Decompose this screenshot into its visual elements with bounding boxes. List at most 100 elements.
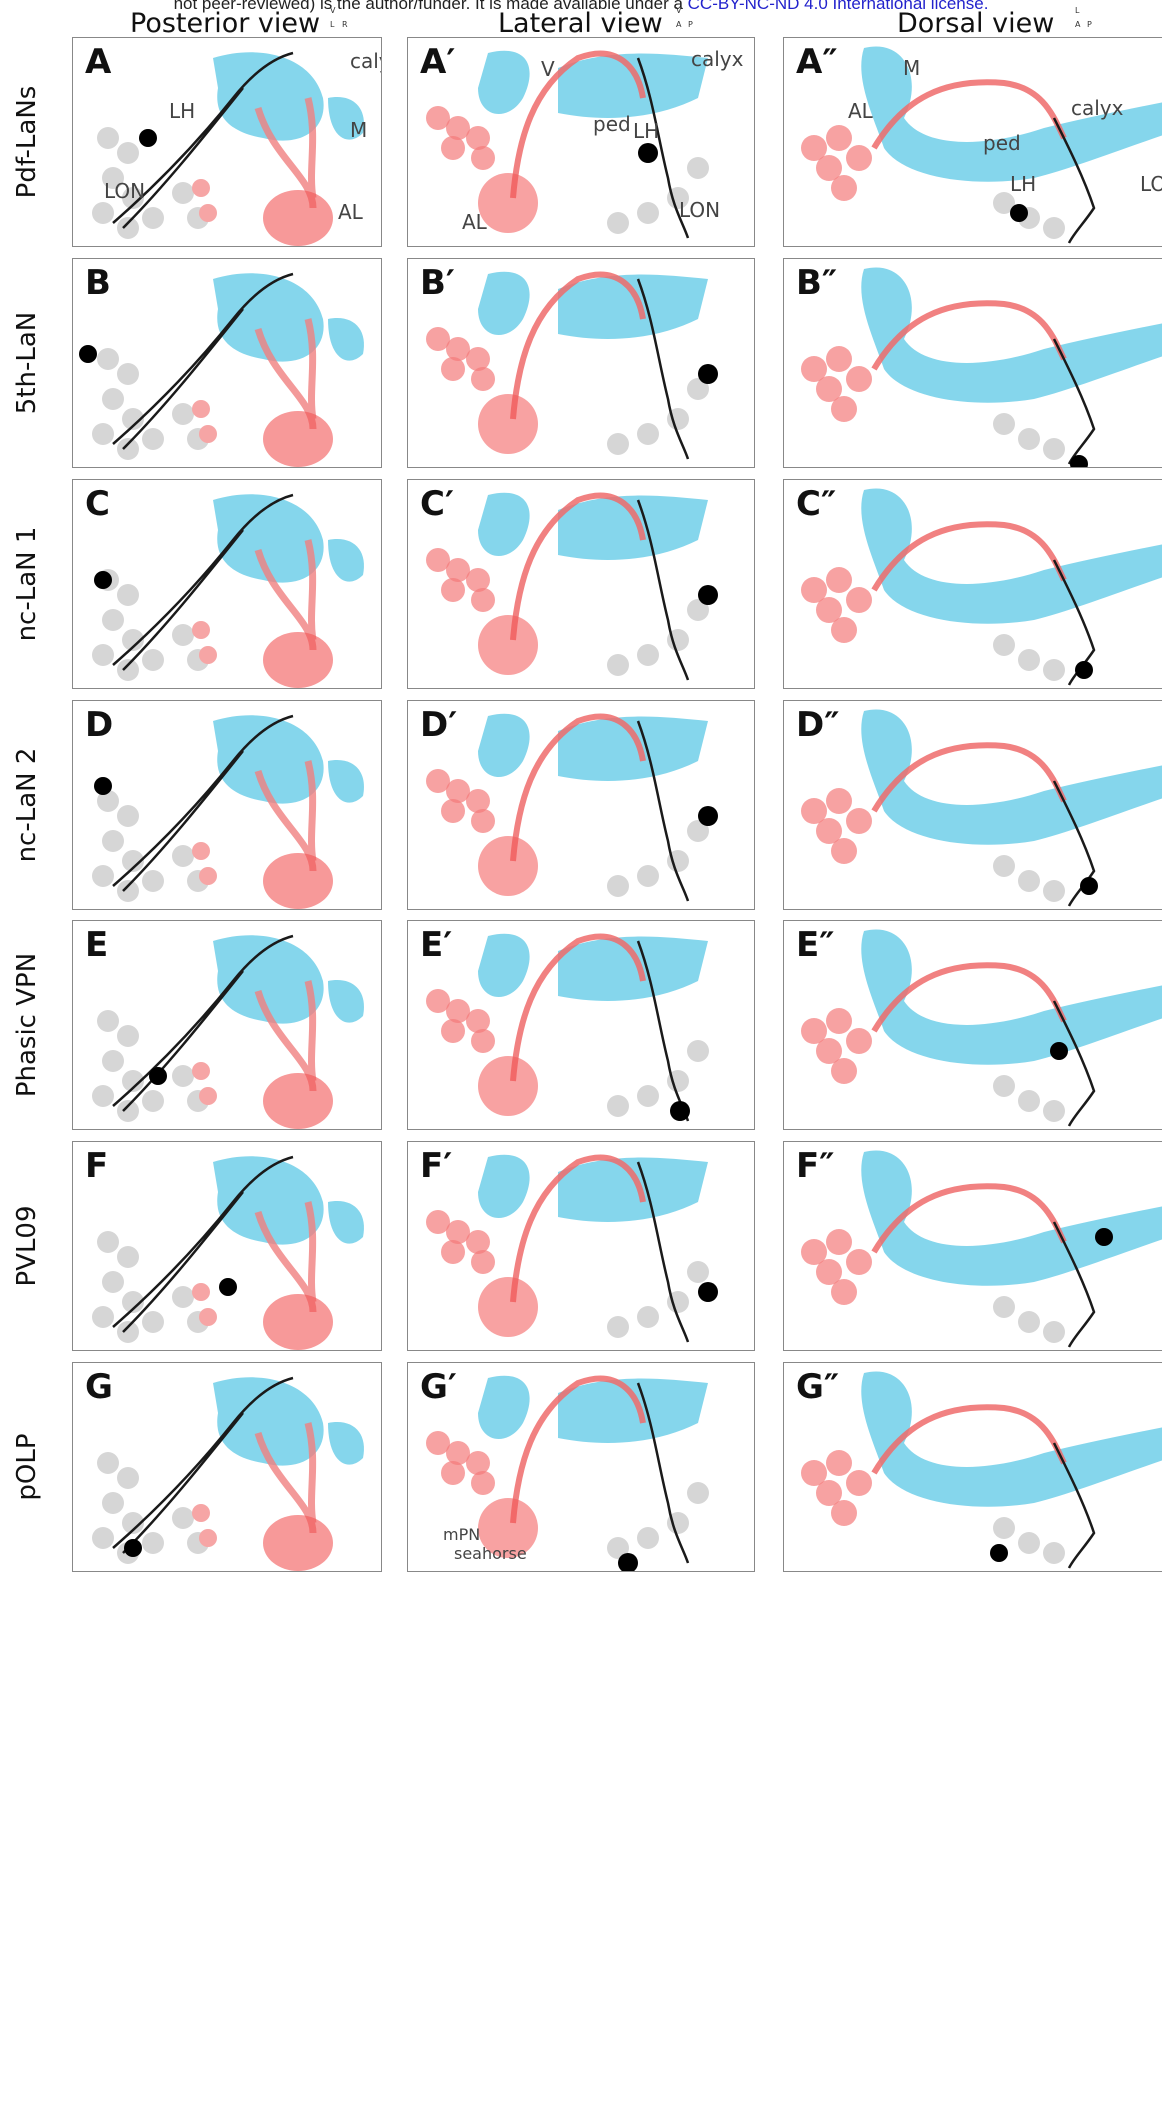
m-region [328, 1422, 364, 1465]
panel-letter: G [85, 1367, 113, 1407]
figure-panel: E′ [407, 920, 755, 1130]
axis-letter: A [676, 20, 681, 29]
soma-gray [102, 388, 124, 410]
column-title: Dorsal view [897, 8, 1054, 39]
mb-region [861, 267, 1162, 402]
soma-gray [607, 654, 629, 676]
m-region [328, 318, 364, 361]
axis-letter: V [330, 6, 335, 15]
mb-region [478, 493, 708, 560]
soma-red [471, 1471, 495, 1495]
soma-gray [102, 1492, 124, 1514]
mb-region [861, 709, 1162, 844]
annotation: LON [679, 198, 720, 222]
soma-gray [637, 1306, 659, 1328]
soma-gray [687, 1261, 709, 1283]
panel-image [73, 921, 382, 1130]
rendering [801, 709, 1162, 906]
soma-gray [993, 1296, 1015, 1318]
axis-letter: L [330, 20, 334, 29]
panel-letter: B″ [796, 263, 837, 303]
soma-red [826, 346, 852, 372]
soma-red [199, 1529, 217, 1547]
annotation: LON [1140, 172, 1162, 196]
soma-gray [1043, 1542, 1065, 1564]
mb-region [861, 1150, 1162, 1285]
soma-red [471, 367, 495, 391]
soma-red [846, 1249, 872, 1275]
soma-red [846, 1028, 872, 1054]
rendering [426, 934, 709, 1121]
panel-image [784, 921, 1162, 1130]
al-region [263, 1515, 333, 1571]
figure-panel: G″ [783, 1362, 1162, 1572]
al-region [263, 411, 333, 467]
soma-red [466, 126, 490, 150]
soma-gray [142, 1311, 164, 1333]
panel-letter: A′ [420, 42, 455, 82]
soma-black [1050, 1042, 1068, 1060]
panel-image [73, 1142, 382, 1351]
soma-red [846, 587, 872, 613]
soma-gray [1018, 1532, 1040, 1554]
rendering [801, 488, 1162, 685]
soma-red [199, 646, 217, 664]
annotation: M [350, 118, 367, 142]
soma-gray [92, 1306, 114, 1328]
figure-panel: F″ [783, 1141, 1162, 1351]
soma-gray [993, 1517, 1015, 1539]
soma-gray [607, 1316, 629, 1338]
soma-black [139, 129, 157, 147]
soma-gray [117, 1321, 139, 1343]
rendering [92, 494, 364, 688]
mb-region [478, 272, 708, 339]
figure-panel: G′mPNseahorse [407, 1362, 755, 1572]
panel-letter: D′ [420, 705, 457, 745]
soma-gray [637, 644, 659, 666]
annotation: calyx [350, 49, 382, 73]
rendering [92, 1377, 364, 1571]
figure-panel: B [72, 258, 382, 468]
panel-letter: B [85, 263, 111, 303]
soma-gray [142, 1090, 164, 1112]
soma-red [826, 567, 852, 593]
soma-gray [607, 875, 629, 897]
panel-image [784, 480, 1162, 689]
soma-gray [142, 870, 164, 892]
soma-black [638, 143, 658, 163]
m-region [328, 980, 364, 1023]
soma-gray [117, 880, 139, 902]
figure-panel: D [72, 700, 382, 910]
panel-image [408, 480, 755, 689]
soma-gray [92, 1527, 114, 1549]
rendering [426, 714, 718, 901]
soma-gray [117, 1100, 139, 1122]
al-region [263, 190, 333, 246]
soma-red [441, 578, 465, 602]
rendering [801, 1371, 1162, 1568]
panel-letter: B′ [420, 263, 455, 303]
soma-black [1010, 204, 1028, 222]
figure-panel: B′ [407, 258, 755, 468]
soma-black [1075, 661, 1093, 679]
soma-red [831, 838, 857, 864]
axis-letter: P [1087, 20, 1092, 29]
soma-red [826, 1450, 852, 1476]
axis-letter: V [676, 6, 681, 15]
rendering [801, 929, 1162, 1126]
soma-black [79, 345, 97, 363]
soma-gray [117, 438, 139, 460]
soma-gray [687, 1040, 709, 1062]
al-region [478, 173, 538, 233]
soma-red [199, 867, 217, 885]
mb-region [478, 1376, 708, 1443]
soma-gray [142, 1532, 164, 1554]
soma-gray [172, 403, 194, 425]
soma-gray [117, 659, 139, 681]
soma-gray [117, 1246, 139, 1268]
soma-red [846, 1470, 872, 1496]
row-label: Phasic VPN [12, 953, 42, 1097]
soma-red [441, 357, 465, 381]
soma-gray [607, 433, 629, 455]
panel-letter: D″ [796, 705, 839, 745]
